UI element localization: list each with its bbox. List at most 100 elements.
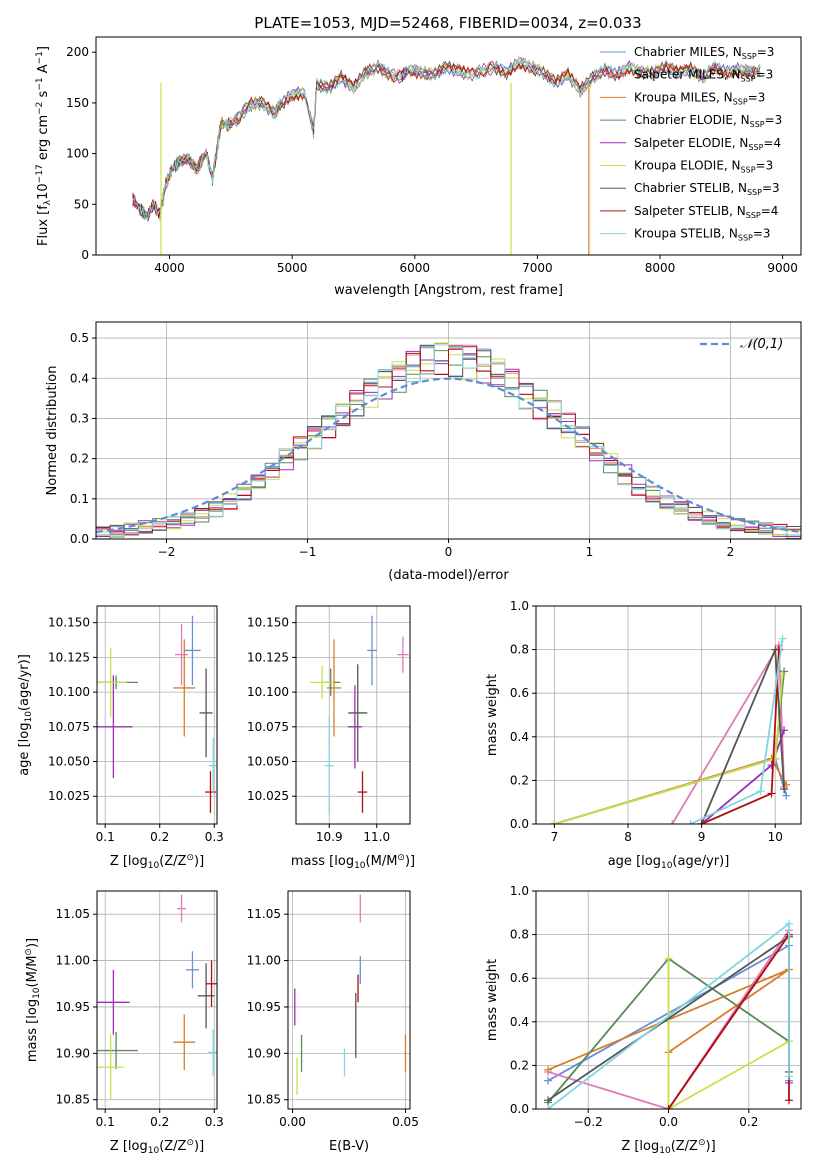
y-tick-label: 10.150 (247, 616, 289, 630)
frame-residuals: −2 −1 0 1 2 0.0 0.1 0.2 0.3 0.4 0.5 𝒩(0,1) (data-mod… (45, 321, 802, 583)
x-tick-label: 5000 (277, 261, 308, 275)
frame-age_vs_mass: 10.9 11.0 10.025 10.050 10.075 10.100 10.125 10… (247, 605, 415, 871)
plot-area-weight_vs_Z (544, 919, 793, 1109)
legend-value: =3 (756, 68, 774, 82)
label-part: Z [log (110, 854, 148, 869)
frame-weight_vs_Z: −0.2 0.0 0.2 0.0 0.2 0.4 0.6 0.8 1.0 Z [log10(Z/Z… (485, 884, 802, 1156)
axes-mass_vs_EBV: 0.00 0.05 10.85 10.90 10.95 11.00 11.05 E(B-V) (247, 890, 419, 1154)
y-tick-label: 0.2 (510, 1058, 529, 1072)
x-tick-label: 6000 (400, 261, 431, 275)
label-part: (Z/Z (159, 854, 186, 869)
x-tick-label: 0.2 (150, 1115, 169, 1129)
plot-area-weight_vs_age (550, 634, 791, 824)
frame-mass_vs_EBV: 0.00 0.05 10.85 10.90 10.95 11.00 11.05 E(B-V) (247, 890, 419, 1154)
axes-frame (96, 605, 218, 825)
label-part: )] (706, 1139, 716, 1154)
legend-label: Chabrier STELIB, NSSP=3 (634, 181, 780, 197)
axes-frame (535, 605, 802, 825)
y-tick-label: 0.4 (510, 1015, 529, 1029)
y-tick-label: 10.85 (247, 1093, 281, 1107)
x-tick-label: 10 (768, 830, 783, 844)
y-tick-label: 10.125 (48, 650, 90, 664)
x-tick-label: 7000 (522, 261, 553, 275)
legend-sub: SSP (750, 120, 765, 129)
x-tick-label: 7 (551, 830, 559, 844)
label-part: erg cm (36, 115, 51, 164)
label-part: Flux [f (36, 205, 51, 246)
x-tick-label: 9000 (767, 261, 798, 275)
axes-frame (287, 890, 411, 1110)
y-tick-label: 0.2 (510, 773, 529, 787)
y-tick-label: 10.90 (247, 1046, 281, 1060)
label-part: )] (25, 938, 40, 948)
weight-line (547, 929, 790, 1109)
y-tick-label: 0.0 (510, 817, 529, 831)
y-tick-label: 0.8 (510, 643, 529, 657)
label-part: (M/M (25, 956, 40, 988)
y-tick-label: 0.4 (510, 730, 529, 744)
plot-area-age_vs_mass (310, 615, 409, 815)
y-tick-label: 1.0 (510, 599, 529, 613)
legend-value: =4 (763, 136, 781, 150)
legend-value: =3 (756, 159, 774, 173)
y-tick-label: 10.025 (247, 789, 289, 803)
legend-label: Kroupa ELODIE, NSSP=3 (634, 159, 773, 175)
y-tick-label: 0.0 (510, 1102, 529, 1116)
y-tick-label: 10.075 (247, 720, 289, 734)
y-axis-label: mass weight (485, 674, 500, 756)
y-tick-label: 0 (81, 248, 89, 262)
y-tick-label: 0.1 (70, 492, 89, 506)
legend-sub: SSP (741, 166, 756, 175)
legend-sub: SSP (741, 75, 756, 84)
axes-frame (295, 605, 411, 825)
x-tick-label: 4000 (154, 261, 185, 275)
y-tick-label: 0.5 (70, 331, 89, 345)
label-part: (age/yr)] (672, 854, 729, 869)
y-tick-label: 1.0 (510, 884, 529, 898)
y-axis-label: age [log10(age/yr)] (17, 654, 34, 776)
legend-label: Kroupa STELIB, NSSP=3 (634, 227, 771, 243)
y-tick-label: 10.150 (48, 616, 90, 630)
x-axis-label: age [log10(age/yr)] (608, 854, 730, 871)
y-tick-label: 11.05 (247, 907, 281, 921)
figure-title: PLATE=1053, MJD=52468, FIBERID=0034, z=0… (254, 14, 641, 32)
label-part: −17 (35, 164, 45, 183)
y-tick-label: 10.025 (48, 789, 90, 803)
label-part: (Z/Z (671, 1139, 698, 1154)
label-part: Z [log (621, 1139, 659, 1154)
label-part: ] (36, 46, 51, 51)
x-tick-label: 0.1 (96, 830, 115, 844)
legend-sub: SSP (747, 188, 762, 197)
plot-layer: 4000 5000 6000 7000 8000 9000050100150200wave… (17, 36, 802, 1156)
legend-value: =3 (765, 113, 783, 127)
x-tick-label: 11.0 (363, 830, 390, 844)
axes-mass_vs_Z: 0.1 0.2 0.3 10.85 10.90 10.95 11.00 11.05 Z [log… (24, 890, 224, 1156)
label-part: −1 (35, 77, 45, 90)
label-part: −1 (35, 51, 45, 64)
legend-sub: SSP (738, 234, 753, 243)
plot-area-mass_vs_Z (97, 894, 217, 1100)
legend-label: Salpeter ELODIE, NSSP=4 (634, 136, 781, 152)
legend-value: =3 (757, 45, 775, 59)
y-tick-label: 11.05 (56, 907, 90, 921)
label-part: ⊙ (186, 1138, 194, 1148)
legend-sub: SSP (742, 52, 757, 61)
y-tick-label: 0.0 (70, 532, 89, 546)
x-tick-label: 0.05 (392, 1115, 419, 1129)
y-tick-label: 0.8 (510, 928, 529, 942)
y-axis-label: Flux [fλ10−17 erg cm−2 s−1 A−1] (35, 46, 53, 246)
y-tick-label: 0.2 (70, 452, 89, 466)
y-tick-label: 10.85 (56, 1093, 90, 1107)
legend-label: Salpeter MILES, NSSP=3 (634, 68, 773, 84)
y-tick-label: 11.00 (56, 954, 90, 968)
y-tick-label: 10.95 (247, 1000, 281, 1014)
x-axis-label: (data-model)/error (388, 568, 509, 583)
plot-area-residuals (96, 342, 801, 539)
spectrum-line (132, 58, 761, 222)
label-part: age [log (17, 723, 32, 776)
x-axis-label: Z [log10(Z/Z⊙)] (110, 1138, 204, 1156)
x-tick-label: 8000 (645, 261, 676, 275)
